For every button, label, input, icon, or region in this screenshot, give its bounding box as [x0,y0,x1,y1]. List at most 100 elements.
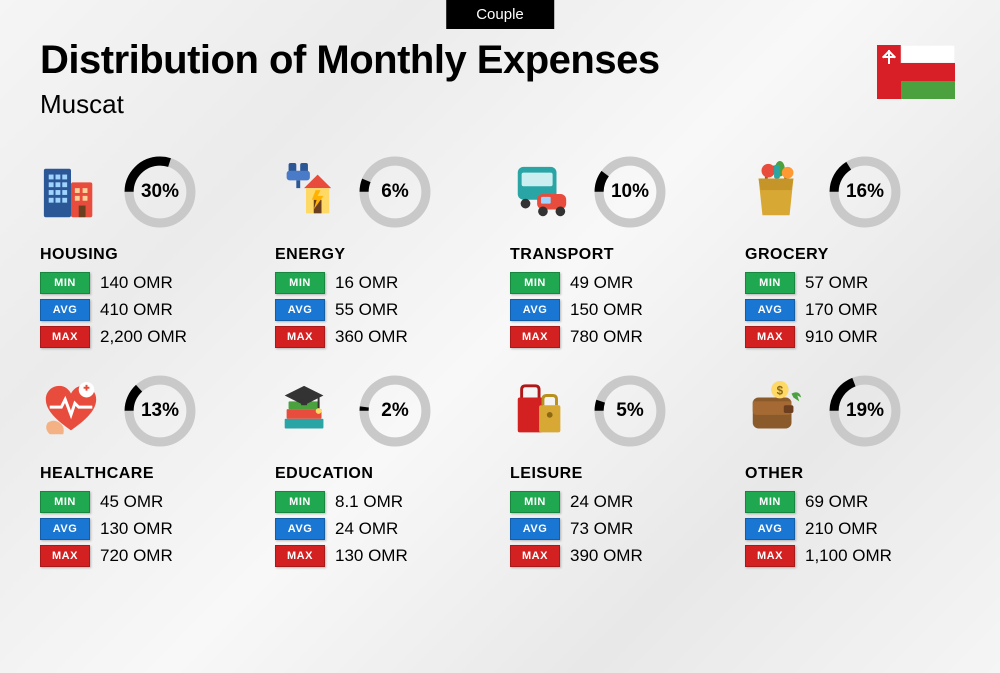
avg-badge: AVG [275,518,325,540]
max-badge: MAX [745,545,795,567]
avg-badge: AVG [510,518,560,540]
avg-value: 150 OMR [570,300,643,320]
category-name: GROCERY [745,246,960,264]
stat-avg: AVG 130 OMR [40,518,255,540]
category-card-grocery: 16% GROCERY MIN 57 OMR AVG 170 OMR MAX 9… [745,152,960,353]
grocery-icon [745,161,807,223]
donut-chart-transport: 10% [590,152,670,232]
min-badge: MIN [275,272,325,294]
avg-badge: AVG [510,299,560,321]
max-value: 1,100 OMR [805,546,892,566]
category-name: TRANSPORT [510,246,725,264]
stat-max: MAX 1,100 OMR [745,545,960,567]
page-subtitle: Muscat [40,89,960,120]
max-badge: MAX [745,326,795,348]
avg-value: 73 OMR [570,519,633,539]
avg-badge: AVG [275,299,325,321]
avg-badge: AVG [40,299,90,321]
min-badge: MIN [510,491,560,513]
leisure-icon [510,380,572,442]
pct-label: 30% [141,181,179,203]
max-value: 910 OMR [805,327,878,347]
stat-max: MAX 2,200 OMR [40,326,255,348]
stat-min: MIN 8.1 OMR [275,491,490,513]
healthcare-icon [40,380,102,442]
category-name: OTHER [745,465,960,483]
stat-avg: AVG 24 OMR [275,518,490,540]
category-name: HEALTHCARE [40,465,255,483]
pct-label: 5% [616,400,643,422]
stat-max: MAX 780 OMR [510,326,725,348]
stat-avg: AVG 410 OMR [40,299,255,321]
stat-min: MIN 57 OMR [745,272,960,294]
stat-max: MAX 910 OMR [745,326,960,348]
stat-max: MAX 360 OMR [275,326,490,348]
category-name: EDUCATION [275,465,490,483]
max-value: 390 OMR [570,546,643,566]
min-value: 49 OMR [570,273,633,293]
pct-label: 6% [381,181,408,203]
education-icon [275,380,337,442]
svg-text:$: $ [777,385,784,398]
stat-min: MIN 140 OMR [40,272,255,294]
max-value: 2,200 OMR [100,327,187,347]
min-value: 8.1 OMR [335,492,403,512]
stat-min: MIN 45 OMR [40,491,255,513]
min-badge: MIN [510,272,560,294]
stat-avg: AVG 55 OMR [275,299,490,321]
max-badge: MAX [275,326,325,348]
page-title: Distribution of Monthly Expenses [40,38,960,83]
avg-value: 24 OMR [335,519,398,539]
category-card-education: 2% EDUCATION MIN 8.1 OMR AVG 24 OMR MAX … [275,371,490,572]
category-card-housing: 30% HOUSING MIN 140 OMR AVG 410 OMR MAX … [40,152,255,353]
flag-oman-icon [877,45,955,99]
stat-min: MIN 24 OMR [510,491,725,513]
max-value: 360 OMR [335,327,408,347]
category-card-transport: 10% TRANSPORT MIN 49 OMR AVG 150 OMR MAX… [510,152,725,353]
min-value: 69 OMR [805,492,868,512]
pct-label: 19% [846,400,884,422]
max-value: 130 OMR [335,546,408,566]
stat-min: MIN 69 OMR [745,491,960,513]
min-badge: MIN [745,491,795,513]
category-card-energy: 6% ENERGY MIN 16 OMR AVG 55 OMR MAX 360 … [275,152,490,353]
max-badge: MAX [40,545,90,567]
avg-value: 410 OMR [100,300,173,320]
energy-icon [275,161,337,223]
min-value: 57 OMR [805,273,868,293]
category-card-healthcare: 13% HEALTHCARE MIN 45 OMR AVG 130 OMR MA… [40,371,255,572]
stat-avg: AVG 73 OMR [510,518,725,540]
donut-chart-other: 19% [825,371,905,451]
min-badge: MIN [275,491,325,513]
category-card-other: $ 19% OTHER MIN 69 OMR AVG 210 OMR MAX 1… [745,371,960,572]
min-value: 45 OMR [100,492,163,512]
pct-label: 16% [846,181,884,203]
max-badge: MAX [40,326,90,348]
min-value: 140 OMR [100,273,173,293]
stat-min: MIN 16 OMR [275,272,490,294]
transport-icon [510,161,572,223]
max-value: 780 OMR [570,327,643,347]
categories-grid: 30% HOUSING MIN 140 OMR AVG 410 OMR MAX … [0,130,1000,572]
stat-avg: AVG 210 OMR [745,518,960,540]
donut-chart-healthcare: 13% [120,371,200,451]
header: Distribution of Monthly Expenses Muscat [0,0,1000,130]
max-badge: MAX [275,545,325,567]
max-badge: MAX [510,326,560,348]
stat-avg: AVG 170 OMR [745,299,960,321]
avg-value: 130 OMR [100,519,173,539]
max-badge: MAX [510,545,560,567]
donut-chart-housing: 30% [120,152,200,232]
min-badge: MIN [40,272,90,294]
category-card-leisure: 5% LEISURE MIN 24 OMR AVG 73 OMR MAX 390… [510,371,725,572]
avg-badge: AVG [40,518,90,540]
stat-max: MAX 390 OMR [510,545,725,567]
min-badge: MIN [745,272,795,294]
max-value: 720 OMR [100,546,173,566]
category-name: LEISURE [510,465,725,483]
stat-avg: AVG 150 OMR [510,299,725,321]
category-name: ENERGY [275,246,490,264]
stat-max: MAX 720 OMR [40,545,255,567]
min-badge: MIN [40,491,90,513]
avg-badge: AVG [745,518,795,540]
